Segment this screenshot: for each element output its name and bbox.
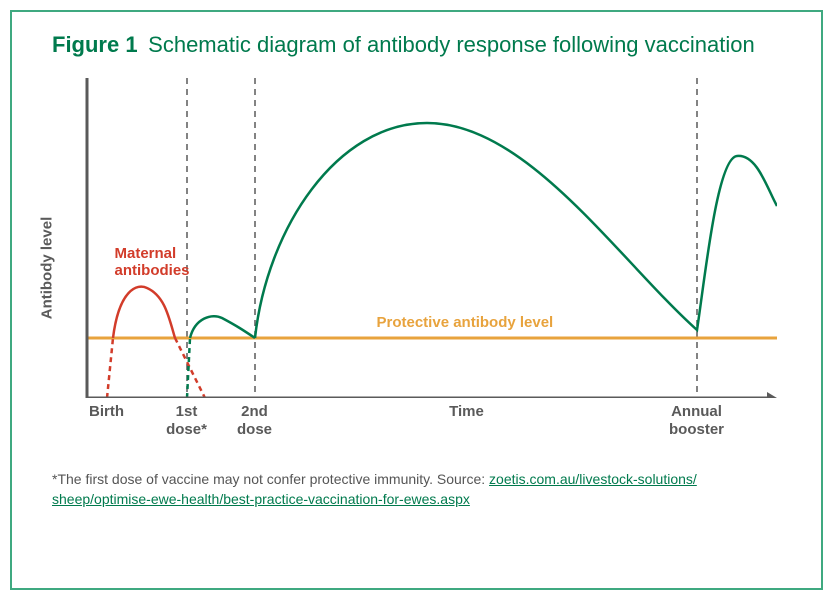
x-axis-arrow	[767, 392, 777, 398]
x-tick-label: Birth	[89, 403, 124, 421]
gridlines	[187, 78, 697, 398]
figure-title-block: Figure 1 Schematic diagram of antibody r…	[12, 12, 821, 68]
maternal-antibodies-label: Maternalantibodies	[115, 246, 190, 279]
x-tick-label: 1stdose*	[166, 403, 207, 439]
figure-title: Schematic diagram of antibody response f…	[148, 32, 755, 57]
immune-first-curve	[187, 316, 255, 398]
chart-area: Antibody level Maternalantibodies Protec…	[57, 78, 777, 458]
figure-label: Figure 1	[52, 32, 138, 57]
figure-footnote: *The first dose of vaccine may not confe…	[12, 458, 821, 509]
immune-main-curve	[255, 123, 777, 338]
y-axis-label: Antibody level	[38, 217, 55, 320]
footnote-text: *The first dose of vaccine may not confe…	[52, 471, 489, 487]
protective-level-label: Protective antibody level	[377, 314, 554, 331]
x-tick-label: Time	[449, 403, 484, 421]
x-tick-label: Annualbooster	[669, 403, 724, 439]
figure-container: Figure 1 Schematic diagram of antibody r…	[10, 10, 823, 590]
chart-svg	[57, 78, 777, 398]
x-tick-label: 2nddose	[237, 403, 272, 439]
